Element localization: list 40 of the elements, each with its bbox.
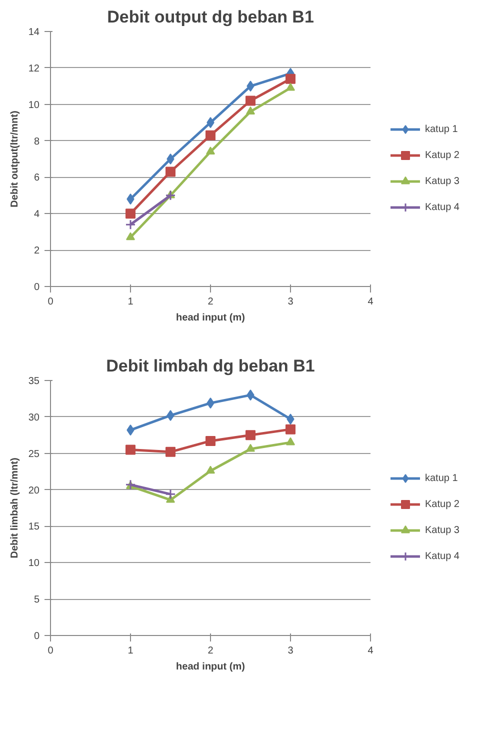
x-tick-label: 4 — [368, 646, 374, 656]
x-tick-label: 3 — [288, 296, 294, 308]
y-tick-label: 0 — [34, 282, 40, 293]
y-tick-label: 8 — [34, 136, 40, 148]
x-tick-label: 3 — [288, 646, 294, 656]
legend-label: Katup 4 — [425, 202, 460, 212]
chart-title: Debit limbah dg beban B1 — [106, 356, 315, 376]
legend-label: Katup 3 — [425, 524, 460, 536]
y-tick-label: 4 — [34, 209, 40, 220]
y-tick-label: 20 — [28, 485, 40, 496]
x-tick-label: 4 — [368, 296, 374, 308]
x-tick-label: 0 — [48, 296, 54, 308]
y-tick-label: 15 — [28, 522, 40, 533]
y-tick-label: 2 — [34, 246, 40, 257]
y-tick-label: 10 — [28, 100, 40, 111]
x-tick-label: 2 — [208, 296, 214, 308]
legend-label: katup 1 — [425, 124, 458, 134]
legend-label: Katup 2 — [425, 498, 460, 510]
legend-label: Katup 2 — [425, 150, 460, 160]
x-tick-label: 0 — [48, 646, 54, 656]
chart-title: Debit output dg beban B1 — [107, 8, 314, 26]
x-tick-label: 1 — [128, 646, 134, 656]
y-tick-label: 6 — [34, 172, 40, 184]
x-axis-title: head input (m) — [176, 662, 245, 672]
y-tick-label: 25 — [28, 448, 40, 460]
y-tick-label: 0 — [34, 631, 40, 642]
y-tick-label: 35 — [28, 376, 40, 387]
y-axis-title: Debit output(ltr/mnt) — [9, 110, 20, 208]
x-tick-label: 2 — [208, 646, 214, 656]
y-tick-label: 14 — [28, 27, 40, 38]
x-axis-title: head input (m) — [176, 312, 245, 324]
y-tick-label: 30 — [28, 412, 40, 424]
x-tick-label: 1 — [128, 296, 134, 308]
y-axis-title: Debit limbah (ltr/mnt) — [9, 458, 20, 558]
legend-label: Katup 3 — [425, 176, 460, 186]
y-tick-label: 10 — [28, 558, 40, 570]
y-tick-label: 12 — [28, 63, 40, 74]
legend-label: Katup 4 — [425, 550, 460, 562]
legend-label: katup 1 — [425, 472, 458, 484]
y-tick-label: 5 — [34, 594, 40, 606]
